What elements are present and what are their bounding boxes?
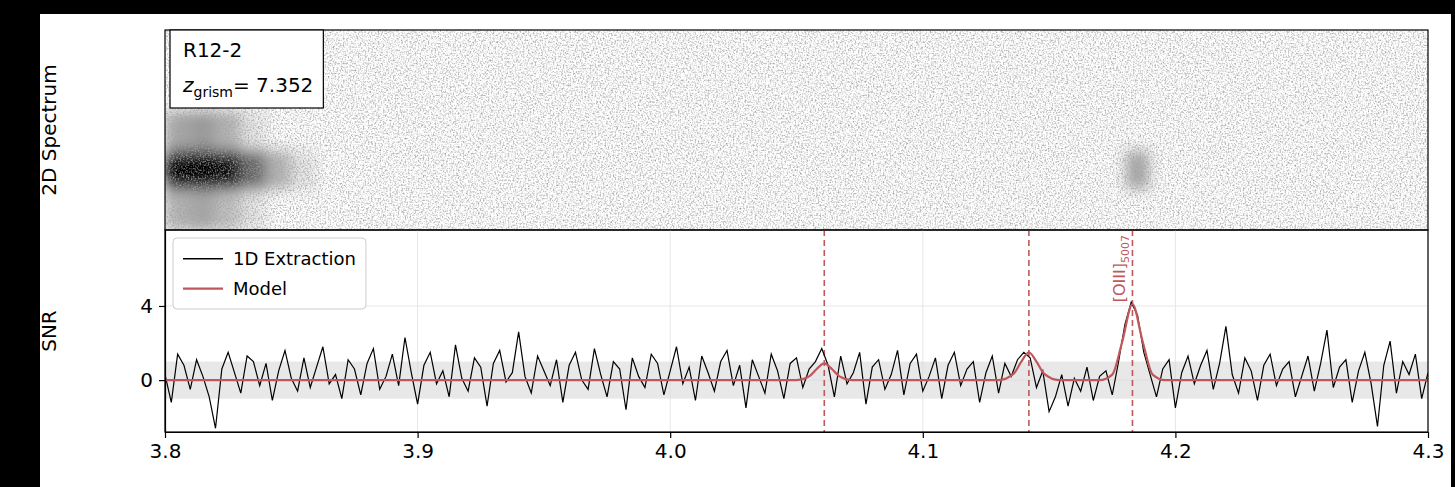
y-tick-label: 0 [140, 368, 153, 392]
legend-item: 1D Extraction [183, 248, 356, 269]
y-axis: 04 [140, 231, 165, 433]
x-tick-mark [1175, 432, 1176, 438]
figure-background [40, 14, 1451, 487]
legend-label: 1D Extraction [233, 248, 356, 269]
redshift-value: = 7.352 [233, 73, 313, 97]
x-tick-label: 3.9 [402, 439, 434, 463]
x-tick-mark [670, 432, 671, 438]
legend-swatch [183, 258, 223, 260]
line-label: [OIII]5007 [1110, 235, 1132, 302]
x-tick: 3.8 [150, 432, 182, 463]
series-line [165, 304, 1428, 380]
line-marker [1028, 230, 1030, 432]
y-tick-mark [159, 306, 165, 307]
x-tick: 4.3 [1413, 432, 1445, 463]
annotation-redshift: zgrism= 7.352 [182, 73, 313, 100]
noise-texture [165, 30, 1428, 230]
x-tick-mark [418, 432, 419, 438]
annotation-box [170, 30, 323, 108]
x-tick: 3.9 [402, 432, 434, 463]
annotation: R12-2 zgrism= 7.352 [170, 30, 323, 108]
y-axis-title: SNR [37, 310, 61, 352]
x-axis: 3.8 3.9 4.0 4.1 4.2 4.3 [150, 432, 1445, 463]
x-tick-label: 4.3 [1413, 439, 1445, 463]
figure: R12-2 zgrism= 7.352 2D Spectrum [OIII]5007 3… [0, 0, 1455, 487]
heatmap-area [165, 30, 1428, 230]
heatmap [165, 30, 1428, 230]
annotation-label: R12-2 [183, 38, 242, 62]
x-grid-line [670, 230, 671, 432]
y-tick-mark [159, 380, 165, 381]
panel-frame [165, 230, 1428, 432]
line-label-main: [OIII] [1110, 263, 1129, 302]
x-tick-mark [165, 432, 166, 438]
page-background [0, 0, 1455, 487]
y-tick: 0 [140, 368, 165, 392]
redshift-subscript: grism [194, 84, 233, 100]
y-tick-label: 4 [140, 294, 153, 318]
legend-label: Model [233, 278, 287, 299]
x-tick: 4.1 [907, 432, 939, 463]
y-tick: 4 [140, 294, 165, 318]
line-label-subscript: 5007 [1119, 235, 1132, 263]
legend-swatch [183, 288, 223, 290]
y-axis-title: 2D Spectrum [37, 64, 61, 195]
panel-frame [165, 30, 1428, 230]
series-line [165, 302, 1428, 428]
legend-box [173, 238, 366, 309]
x-tick-label: 4.2 [1160, 439, 1192, 463]
x-tick: 4.2 [1160, 432, 1192, 463]
grid [165, 230, 1428, 432]
x-tick-mark [923, 432, 924, 438]
x-tick-mark [1428, 432, 1429, 438]
plot-area [165, 230, 1428, 432]
line-marker [823, 230, 825, 432]
legend-item: Model [183, 278, 287, 299]
legend: 1D Extraction Model [173, 238, 366, 309]
x-tick-label: 4.1 [907, 439, 939, 463]
redshift-symbol: z [182, 73, 194, 97]
x-tick-label: 3.8 [150, 439, 182, 463]
x-tick: 4.0 [655, 432, 687, 463]
x-grid-line [922, 230, 923, 432]
x-tick-label: 4.0 [655, 439, 687, 463]
